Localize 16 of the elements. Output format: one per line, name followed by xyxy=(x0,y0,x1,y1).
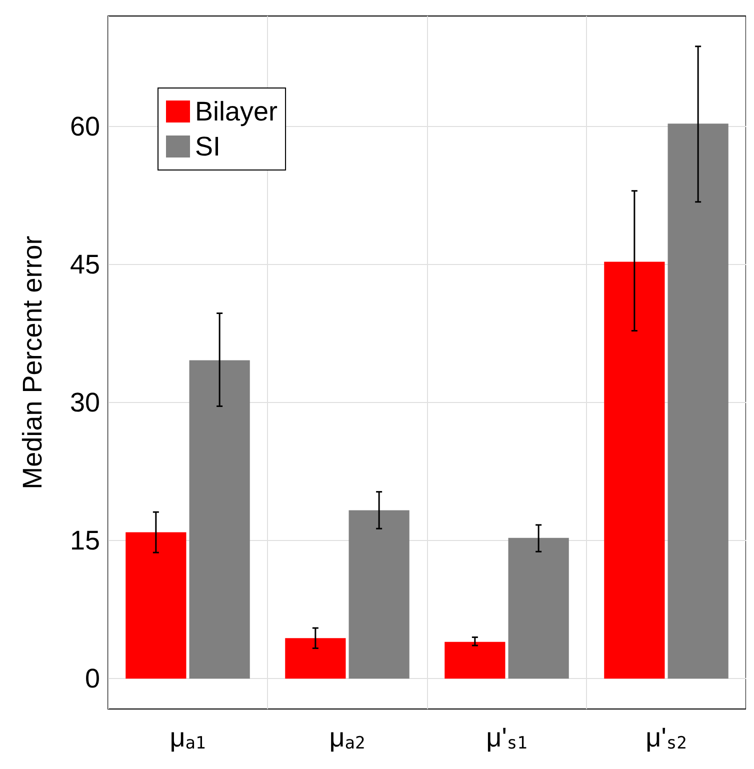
legend-label: SI xyxy=(195,132,221,162)
y-tick-label: 0 xyxy=(84,664,100,694)
bar xyxy=(348,510,410,679)
legend-label: Bilayer xyxy=(195,96,278,126)
bar xyxy=(508,538,569,679)
bar xyxy=(285,638,346,679)
y-axis-title: Median Percent error xyxy=(18,236,48,490)
bar xyxy=(444,642,506,679)
bar xyxy=(604,262,665,679)
y-tick-label: 45 xyxy=(70,249,100,280)
bar xyxy=(189,360,250,679)
y-tick-label: 60 xyxy=(70,111,100,142)
y-tick-label: 15 xyxy=(70,526,100,556)
y-tick-label: 30 xyxy=(70,388,100,418)
bar xyxy=(126,532,186,679)
bar xyxy=(668,124,728,679)
